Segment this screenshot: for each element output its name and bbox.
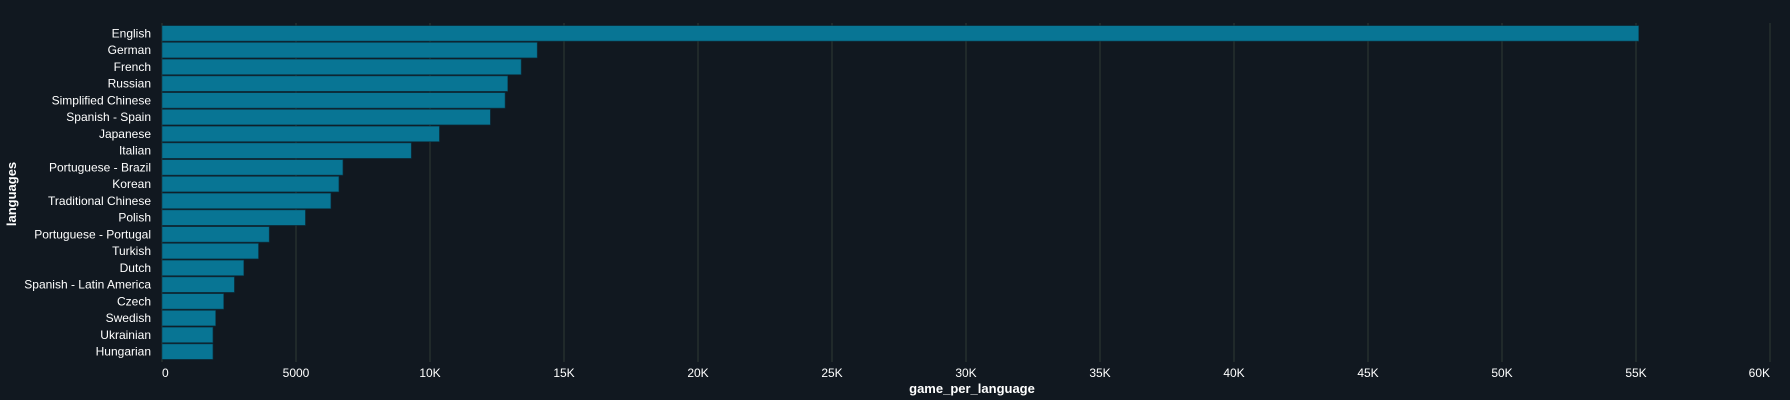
x-tick-label: 40K	[1223, 366, 1244, 380]
category-label: Traditional Chinese	[48, 194, 151, 208]
bar	[161, 326, 214, 343]
bar	[161, 75, 509, 92]
bar	[161, 58, 522, 75]
bar	[161, 209, 306, 226]
bar	[161, 92, 506, 109]
bar	[161, 259, 245, 276]
x-tick-labels: 0 5000 10K 15K 20K 25K 30K 35K 40K 45K 50K 55K 60K	[162, 366, 1770, 380]
bar	[161, 226, 270, 243]
category-label: Portuguese - Brazil	[49, 160, 151, 174]
category-label: Spanish - Latin America	[24, 278, 151, 292]
x-tick-label: 0	[162, 366, 169, 380]
x-tick-label: 15K	[553, 366, 574, 380]
category-label: English	[112, 26, 151, 40]
category-label: Spanish - Spain	[66, 110, 151, 124]
category-label: Italian	[119, 144, 151, 158]
category-label: Portuguese - Portugal	[34, 227, 151, 241]
bars-layer	[161, 25, 1639, 360]
bar	[161, 243, 259, 260]
category-label: Czech	[117, 294, 151, 308]
category-label: Turkish	[112, 244, 151, 258]
bar	[161, 176, 340, 193]
x-tick-label: 30K	[955, 366, 976, 380]
bar	[161, 142, 412, 159]
bar	[161, 125, 440, 142]
x-tick-label: 50K	[1491, 366, 1512, 380]
y-axis-title: languages	[4, 162, 19, 226]
category-label: Hungarian	[96, 345, 151, 359]
category-labels: English German French Russian Simplified Chi…	[24, 26, 151, 358]
category-label: Swedish	[106, 311, 151, 325]
category-label: Korean	[112, 177, 151, 191]
bar	[161, 343, 214, 360]
x-axis-title: game_per_language	[909, 381, 1035, 396]
x-tick-label: 25K	[821, 366, 842, 380]
category-label: Russian	[108, 77, 151, 91]
bar	[161, 310, 216, 327]
x-tick-label: 10K	[419, 366, 440, 380]
x-tick-label: 35K	[1089, 366, 1110, 380]
category-label: French	[114, 60, 151, 74]
category-label: Ukrainian	[100, 328, 151, 342]
bar	[161, 109, 491, 126]
x-tick-label: 55K	[1625, 366, 1646, 380]
bar	[161, 276, 235, 293]
bar	[161, 159, 344, 176]
category-label: Polish	[118, 211, 151, 225]
x-tick-label: 5000	[283, 366, 310, 380]
bar	[161, 42, 538, 59]
x-tick-label: 45K	[1357, 366, 1378, 380]
bar	[161, 192, 332, 209]
x-tick-label: 20K	[687, 366, 708, 380]
category-label: German	[108, 43, 151, 57]
category-label: Dutch	[120, 261, 151, 275]
bar	[161, 25, 1639, 42]
category-label: Simplified Chinese	[52, 93, 152, 107]
x-tick-label: 60K	[1749, 366, 1770, 380]
category-label: Japanese	[99, 127, 151, 141]
bar	[161, 293, 224, 310]
